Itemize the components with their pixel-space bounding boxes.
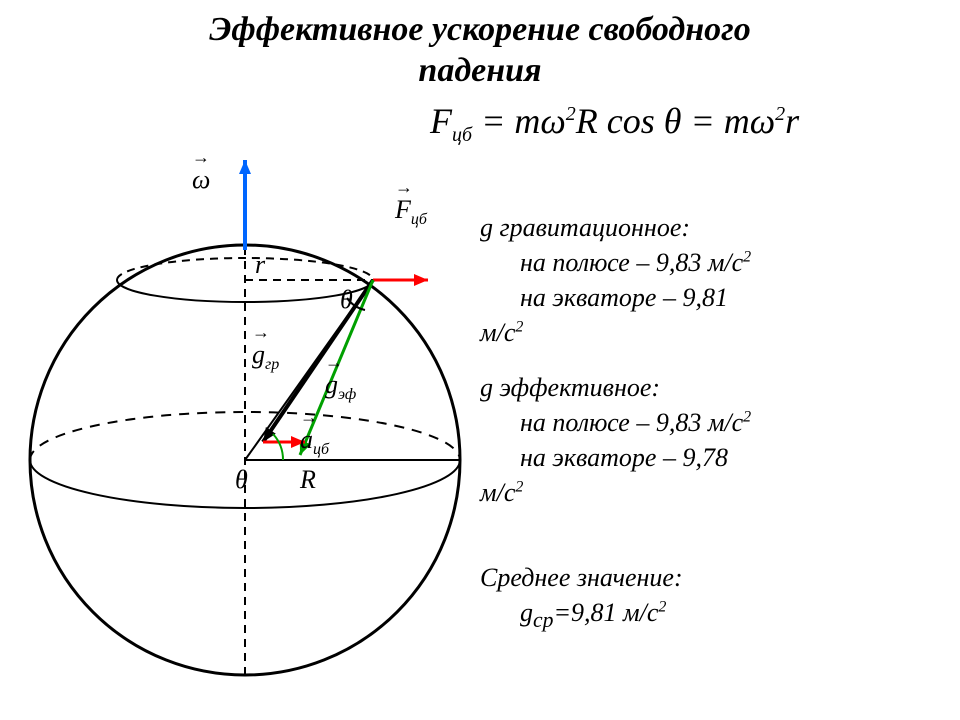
g-grav-pole: на полюсе – 9,83 м/с2 <box>480 245 751 280</box>
r-label: r <box>255 250 265 280</box>
g-eff-heading: g эффективное: <box>480 370 751 405</box>
g-grav-unit-tail: м/с2 <box>480 315 751 350</box>
g-effective-block: g эффективное: на полюсе – 9,83 м/с2 на … <box>480 370 751 510</box>
Fcb-label: Fцб <box>395 195 427 229</box>
g-eff-equator: на экваторе – 9,78 <box>480 440 751 475</box>
omega-label: ω <box>192 165 210 195</box>
theta-upper-label: θ <box>340 285 353 315</box>
g-gravitational-block: g гравитационное: на полюсе – 9,83 м/с2 … <box>480 210 751 350</box>
g-gr-label: gгр <box>252 340 279 374</box>
g-grav-equator: на экваторе – 9,81 <box>480 280 751 315</box>
g-eff-unit-tail: м/с2 <box>480 475 751 510</box>
g-ef-label: gэф <box>325 370 356 404</box>
R-label: R <box>300 465 316 495</box>
theta-lower-label: θ <box>235 465 248 495</box>
a-cb-label: aцб <box>300 425 329 459</box>
g-grav-heading: g гравитационное: <box>480 210 751 245</box>
g-eff-pole: на полюсе – 9,83 м/с2 <box>480 405 751 440</box>
